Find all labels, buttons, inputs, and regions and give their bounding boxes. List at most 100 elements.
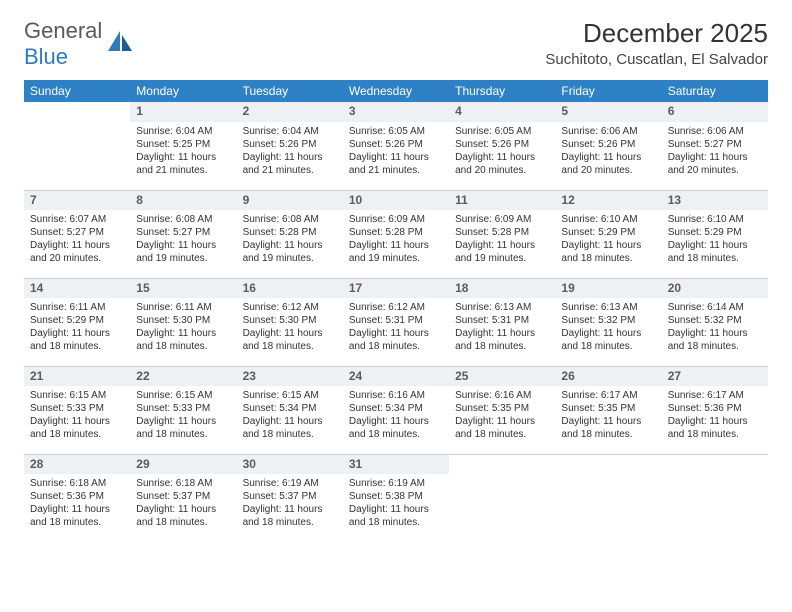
- title-block: December 2025 Suchitoto, Cuscatlan, El S…: [545, 18, 768, 68]
- day-number: 21: [24, 367, 130, 387]
- calendar-cell: 22Sunrise: 6:15 AMSunset: 5:33 PMDayligh…: [130, 366, 236, 454]
- sunset-line: Sunset: 5:32 PM: [668, 314, 762, 327]
- day-number: 25: [449, 367, 555, 387]
- calendar-cell: 3Sunrise: 6:05 AMSunset: 5:26 PMDaylight…: [343, 102, 449, 190]
- calendar-cell: 9Sunrise: 6:08 AMSunset: 5:28 PMDaylight…: [237, 190, 343, 278]
- day-body: Sunrise: 6:14 AMSunset: 5:32 PMDaylight:…: [662, 298, 768, 359]
- day-number: 1: [130, 102, 236, 122]
- calendar-cell: 10Sunrise: 6:09 AMSunset: 5:28 PMDayligh…: [343, 190, 449, 278]
- sunrise-line: Sunrise: 6:11 AM: [30, 301, 124, 314]
- day-body: Sunrise: 6:04 AMSunset: 5:26 PMDaylight:…: [237, 122, 343, 183]
- daylight-line1: Daylight: 11 hours: [30, 239, 124, 252]
- sunset-line: Sunset: 5:26 PM: [349, 138, 443, 151]
- day-number: 8: [130, 191, 236, 211]
- daylight-line1: Daylight: 11 hours: [30, 327, 124, 340]
- sunrise-line: Sunrise: 6:10 AM: [668, 213, 762, 226]
- day-body: Sunrise: 6:09 AMSunset: 5:28 PMDaylight:…: [343, 210, 449, 271]
- sunset-line: Sunset: 5:36 PM: [30, 490, 124, 503]
- sunset-line: Sunset: 5:31 PM: [455, 314, 549, 327]
- day-body: Sunrise: 6:05 AMSunset: 5:26 PMDaylight:…: [343, 122, 449, 183]
- calendar-cell: 6Sunrise: 6:06 AMSunset: 5:27 PMDaylight…: [662, 102, 768, 190]
- day-number: 14: [24, 279, 130, 299]
- day-number: 7: [24, 191, 130, 211]
- weekday-header: Tuesday: [237, 80, 343, 102]
- day-body: Sunrise: 6:17 AMSunset: 5:36 PMDaylight:…: [662, 386, 768, 447]
- sunrise-line: Sunrise: 6:08 AM: [136, 213, 230, 226]
- calendar-cell: [24, 102, 130, 190]
- daylight-line1: Daylight: 11 hours: [561, 239, 655, 252]
- sunrise-line: Sunrise: 6:15 AM: [136, 389, 230, 402]
- daylight-line1: Daylight: 11 hours: [136, 415, 230, 428]
- day-number: 26: [555, 367, 661, 387]
- daylight-line1: Daylight: 11 hours: [561, 415, 655, 428]
- daylight-line2: and 18 minutes.: [561, 252, 655, 265]
- sunset-line: Sunset: 5:36 PM: [668, 402, 762, 415]
- daylight-line2: and 18 minutes.: [243, 516, 337, 529]
- sunset-line: Sunset: 5:25 PM: [136, 138, 230, 151]
- daylight-line2: and 18 minutes.: [668, 340, 762, 353]
- daylight-line1: Daylight: 11 hours: [243, 415, 337, 428]
- calendar-cell: [662, 454, 768, 542]
- daylight-line1: Daylight: 11 hours: [243, 239, 337, 252]
- day-number: 5: [555, 102, 661, 122]
- weekday-header: Thursday: [449, 80, 555, 102]
- sunset-line: Sunset: 5:27 PM: [30, 226, 124, 239]
- sunset-line: Sunset: 5:29 PM: [668, 226, 762, 239]
- calendar-cell: 15Sunrise: 6:11 AMSunset: 5:30 PMDayligh…: [130, 278, 236, 366]
- sunset-line: Sunset: 5:30 PM: [243, 314, 337, 327]
- day-number: 4: [449, 102, 555, 122]
- sunrise-line: Sunrise: 6:18 AM: [30, 477, 124, 490]
- day-body: Sunrise: 6:18 AMSunset: 5:37 PMDaylight:…: [130, 474, 236, 535]
- sunset-line: Sunset: 5:34 PM: [349, 402, 443, 415]
- calendar-cell: 4Sunrise: 6:05 AMSunset: 5:26 PMDaylight…: [449, 102, 555, 190]
- day-number: 13: [662, 191, 768, 211]
- daylight-line1: Daylight: 11 hours: [668, 239, 762, 252]
- daylight-line2: and 21 minutes.: [349, 164, 443, 177]
- calendar-cell: [449, 454, 555, 542]
- brand-sail-icon: [106, 29, 134, 60]
- calendar-cell: 19Sunrise: 6:13 AMSunset: 5:32 PMDayligh…: [555, 278, 661, 366]
- sunset-line: Sunset: 5:35 PM: [561, 402, 655, 415]
- sunrise-line: Sunrise: 6:15 AM: [30, 389, 124, 402]
- daylight-line1: Daylight: 11 hours: [136, 327, 230, 340]
- sunset-line: Sunset: 5:28 PM: [243, 226, 337, 239]
- day-body: Sunrise: 6:08 AMSunset: 5:27 PMDaylight:…: [130, 210, 236, 271]
- day-number: 23: [237, 367, 343, 387]
- brand-part1: General: [24, 18, 102, 43]
- day-number: 2: [237, 102, 343, 122]
- sunset-line: Sunset: 5:37 PM: [243, 490, 337, 503]
- brand-part2: Blue: [24, 44, 68, 69]
- day-number: 10: [343, 191, 449, 211]
- calendar-cell: 8Sunrise: 6:08 AMSunset: 5:27 PMDaylight…: [130, 190, 236, 278]
- sunset-line: Sunset: 5:35 PM: [455, 402, 549, 415]
- day-body: Sunrise: 6:19 AMSunset: 5:37 PMDaylight:…: [237, 474, 343, 535]
- day-body: Sunrise: 6:08 AMSunset: 5:28 PMDaylight:…: [237, 210, 343, 271]
- day-body: Sunrise: 6:10 AMSunset: 5:29 PMDaylight:…: [662, 210, 768, 271]
- daylight-line2: and 20 minutes.: [561, 164, 655, 177]
- calendar-cell: 24Sunrise: 6:16 AMSunset: 5:34 PMDayligh…: [343, 366, 449, 454]
- calendar-table: SundayMondayTuesdayWednesdayThursdayFrid…: [24, 80, 768, 542]
- sunrise-line: Sunrise: 6:06 AM: [668, 125, 762, 138]
- calendar-cell: 28Sunrise: 6:18 AMSunset: 5:36 PMDayligh…: [24, 454, 130, 542]
- sunrise-line: Sunrise: 6:13 AM: [561, 301, 655, 314]
- daylight-line1: Daylight: 11 hours: [30, 503, 124, 516]
- daylight-line1: Daylight: 11 hours: [349, 503, 443, 516]
- sunset-line: Sunset: 5:26 PM: [243, 138, 337, 151]
- daylight-line2: and 18 minutes.: [30, 428, 124, 441]
- calendar-cell: 20Sunrise: 6:14 AMSunset: 5:32 PMDayligh…: [662, 278, 768, 366]
- sunset-line: Sunset: 5:29 PM: [561, 226, 655, 239]
- daylight-line2: and 18 minutes.: [349, 516, 443, 529]
- sunset-line: Sunset: 5:26 PM: [455, 138, 549, 151]
- day-body: Sunrise: 6:17 AMSunset: 5:35 PMDaylight:…: [555, 386, 661, 447]
- daylight-line1: Daylight: 11 hours: [243, 151, 337, 164]
- day-body: Sunrise: 6:06 AMSunset: 5:26 PMDaylight:…: [555, 122, 661, 183]
- calendar-cell: 31Sunrise: 6:19 AMSunset: 5:38 PMDayligh…: [343, 454, 449, 542]
- day-number: 19: [555, 279, 661, 299]
- sunset-line: Sunset: 5:30 PM: [136, 314, 230, 327]
- sunrise-line: Sunrise: 6:10 AM: [561, 213, 655, 226]
- day-number: 3: [343, 102, 449, 122]
- daylight-line1: Daylight: 11 hours: [455, 239, 549, 252]
- daylight-line2: and 18 minutes.: [668, 428, 762, 441]
- sunset-line: Sunset: 5:38 PM: [349, 490, 443, 503]
- day-body: Sunrise: 6:07 AMSunset: 5:27 PMDaylight:…: [24, 210, 130, 271]
